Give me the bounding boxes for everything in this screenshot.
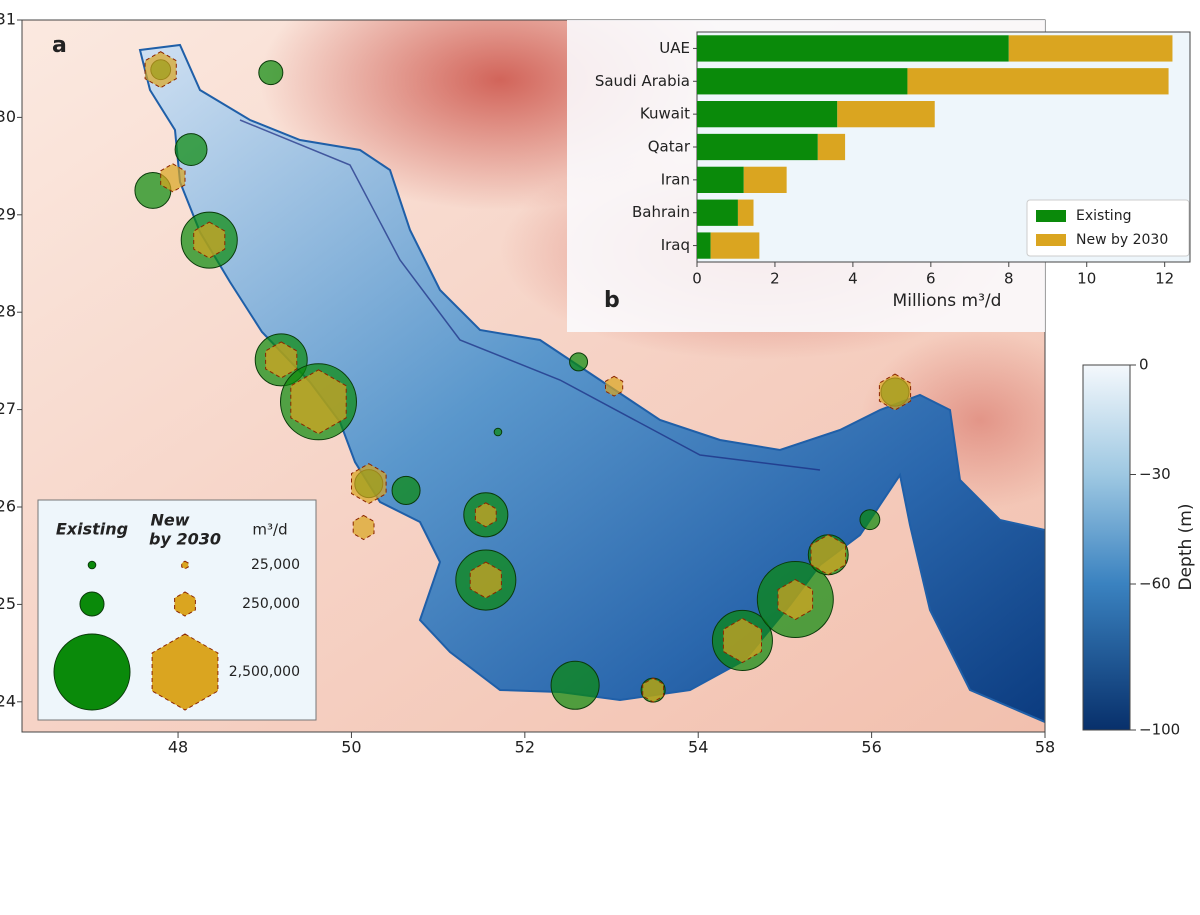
new-plant	[605, 375, 624, 397]
colorbar-label: Depth (m)	[1176, 503, 1196, 590]
bar	[837, 101, 935, 128]
bar-legend	[1026, 199, 1190, 257]
new-plant	[722, 617, 762, 664]
y-tick-label: 31	[0, 10, 16, 29]
bar	[697, 232, 711, 259]
x-tick-label: 54	[688, 738, 708, 757]
y-tick-label: 24	[0, 691, 16, 710]
bar	[697, 35, 1009, 62]
new-plant	[642, 677, 664, 703]
y-tick-label: Iran	[661, 170, 690, 188]
x-tick-label: 10	[1077, 270, 1096, 288]
y-tick-label: 28	[0, 302, 16, 321]
legend-swatch	[1036, 210, 1066, 222]
legend-new-marker	[181, 560, 189, 570]
bar	[817, 133, 846, 161]
y-tick-label: 27	[0, 399, 16, 418]
y-tick-label: 25	[0, 594, 16, 613]
x-tick-label: 50	[341, 738, 361, 757]
x-tick-label: 58	[1035, 738, 1055, 757]
bar	[697, 166, 744, 193]
legend-new: by 2030	[149, 530, 221, 549]
bar	[697, 68, 908, 95]
legend-label: New by 2030	[1076, 232, 1168, 248]
existing-plant	[258, 60, 284, 86]
bar	[710, 232, 760, 259]
new-plant	[193, 221, 226, 259]
y-tick-label: Qatar	[648, 138, 691, 156]
legend-label: Existing	[1076, 208, 1131, 224]
legend-existing-marker	[53, 633, 131, 711]
legend-existing-marker	[79, 591, 105, 617]
bar	[907, 68, 1169, 95]
plants	[134, 51, 912, 710]
legend-swatch	[1036, 234, 1066, 246]
y-tick-label: UAE	[659, 39, 690, 57]
map-frame	[21, 19, 1046, 733]
new-plant	[878, 373, 912, 411]
legend-new-marker	[174, 591, 196, 617]
existing-plant	[174, 133, 208, 166]
new-plant	[160, 163, 186, 193]
legend-new-marker	[151, 633, 219, 711]
colorbar-tick-label: −60	[1139, 575, 1171, 593]
legend-size-label: 250,000	[242, 596, 300, 612]
legend-existing: Existing	[56, 520, 128, 539]
colorbar-tick-label: 0	[1139, 356, 1149, 374]
new-plant	[351, 463, 387, 505]
new-plant	[265, 341, 298, 379]
new-plant	[352, 514, 375, 541]
y-tick-label: Saudi Arabia	[595, 72, 690, 90]
new-plant	[810, 534, 847, 576]
x-tick-label: 48	[168, 738, 188, 757]
new-plant	[144, 51, 177, 89]
legend-size-label: 25,000	[251, 557, 300, 573]
colorbar-tick-label: −100	[1139, 721, 1180, 739]
y-tick-label: 26	[0, 497, 16, 516]
y-tick-label: Kuwait	[640, 105, 690, 123]
x-tick-label: 2	[770, 270, 780, 288]
x-tick-label: 6	[926, 270, 936, 288]
existing-plant	[859, 509, 881, 531]
bar	[743, 166, 787, 193]
x-axis-label: Millions m³/d	[893, 291, 1002, 311]
colorbar	[1082, 364, 1131, 731]
bar	[1008, 35, 1173, 62]
y-tick-label: Iraq	[661, 236, 690, 254]
y-tick-label: 30	[0, 107, 16, 126]
x-tick-label: 52	[515, 738, 535, 757]
legend-unit: m³/d	[252, 521, 287, 539]
new-plant	[469, 561, 502, 599]
bar	[697, 199, 738, 226]
new-plant	[290, 369, 347, 435]
legend-existing-marker	[87, 560, 97, 570]
y-tick-label: 29	[0, 204, 16, 223]
new-plant	[777, 579, 814, 621]
bar	[697, 101, 838, 128]
existing-plant	[569, 352, 589, 372]
existing-plant	[391, 475, 421, 505]
panel-label: a	[52, 33, 67, 58]
legend-new: New	[150, 511, 189, 530]
x-tick-label: 8	[1004, 270, 1014, 288]
legend-size-label: 2,500,000	[229, 664, 300, 680]
x-tick-label: 4	[848, 270, 858, 288]
existing-plant	[550, 660, 600, 710]
x-tick-label: 0	[692, 270, 702, 288]
x-tick-label: 12	[1155, 270, 1174, 288]
y-tick-label: Bahrain	[632, 203, 690, 221]
new-plant	[474, 502, 497, 528]
bar	[737, 199, 754, 226]
colorbar-tick-label: −30	[1139, 465, 1171, 483]
existing-plant	[493, 427, 503, 437]
panel-label: b	[604, 288, 620, 313]
bar	[697, 133, 818, 161]
x-tick-label: 56	[861, 738, 881, 757]
